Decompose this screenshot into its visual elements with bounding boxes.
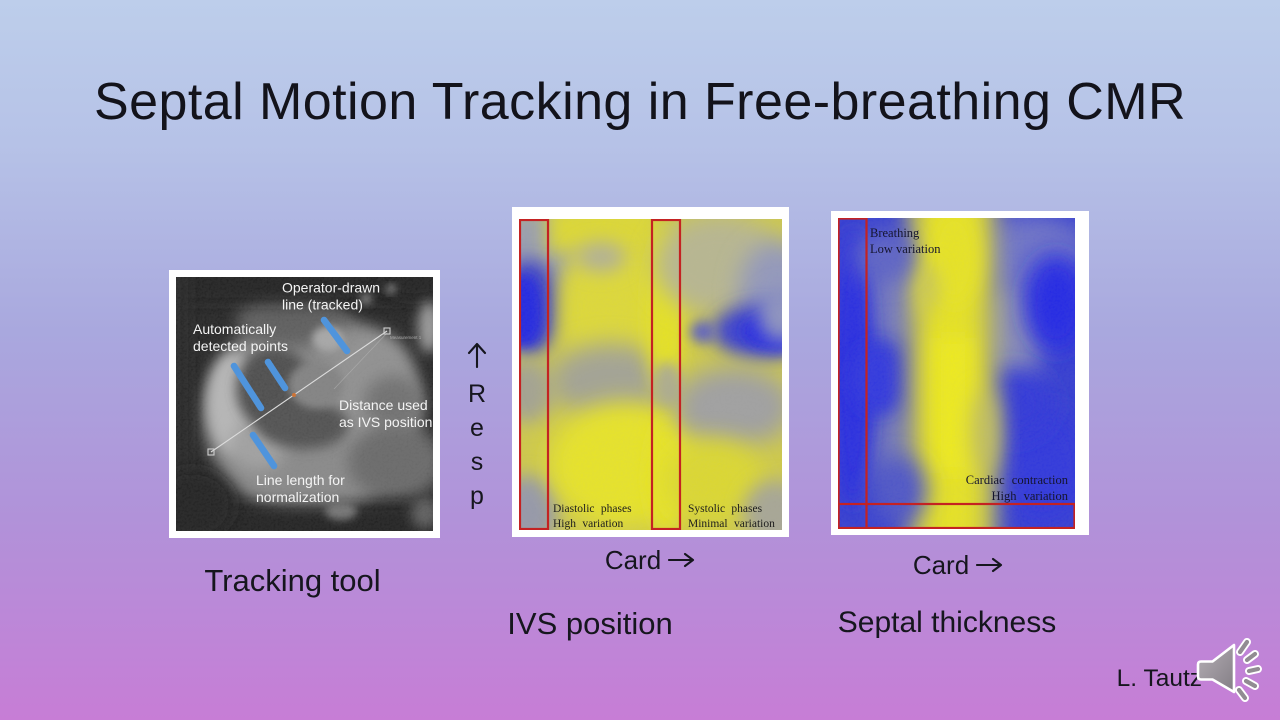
svg-text:Operator-drawn: Operator-drawn: [282, 280, 380, 296]
svg-text:Measurement 1: Measurement 1: [390, 335, 422, 340]
svg-text:Low variation: Low variation: [870, 242, 941, 256]
svg-text:Automatically: Automatically: [193, 321, 276, 337]
svg-text:High variation: High variation: [991, 489, 1068, 503]
svg-text:Cardiac contraction: Cardiac contraction: [966, 473, 1069, 487]
svg-text:High variation: High variation: [553, 518, 623, 530]
svg-text:detected points: detected points: [193, 338, 288, 354]
svg-text:as IVS position: as IVS position: [339, 414, 432, 430]
svg-text:Distance used: Distance used: [339, 397, 428, 413]
svg-text:Breathing: Breathing: [870, 226, 920, 240]
svg-text:Minimal variation: Minimal variation: [688, 518, 775, 530]
svg-text:Systolic phases: Systolic phases: [688, 503, 763, 515]
svg-text:normalization: normalization: [256, 489, 339, 505]
svg-text:line (tracked): line (tracked): [282, 297, 363, 313]
svg-text:Diastolic phases: Diastolic phases: [553, 503, 632, 515]
svg-text:Line length for: Line length for: [256, 472, 345, 488]
